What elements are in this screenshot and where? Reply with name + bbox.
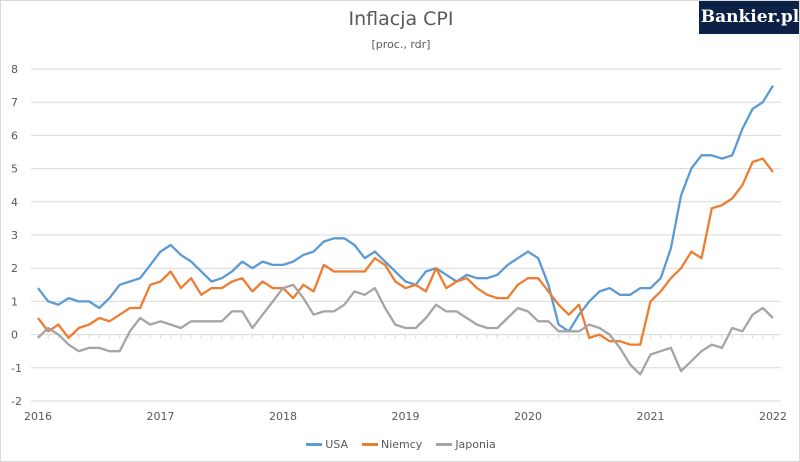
x-tick-label: 2016 <box>24 410 52 423</box>
series-line-japonia <box>37 283 774 376</box>
legend-swatch <box>306 443 323 446</box>
legend: USA Niemcy Japonia <box>1 438 799 451</box>
legend-label: USA <box>325 438 348 451</box>
y-tick-label: -1 <box>11 362 22 375</box>
y-tick-label: 8 <box>11 63 18 76</box>
legend-label: Niemcy <box>380 438 423 451</box>
x-tick-label: 2018 <box>269 410 297 423</box>
legend-swatch <box>361 443 378 446</box>
x-tick-label: 2020 <box>514 410 542 423</box>
y-tick-label: -2 <box>11 395 22 408</box>
y-tick-label: 7 <box>11 96 18 109</box>
legend-swatch <box>436 443 453 446</box>
y-tick-label: 2 <box>11 262 18 275</box>
series-line-niemcy <box>37 157 774 346</box>
x-tick-label: 2021 <box>637 410 665 423</box>
x-tick-label: 2019 <box>392 410 420 423</box>
chart-subtitle: [proc., rdr] <box>371 38 431 51</box>
chart-title: Inflacja CPI <box>348 8 454 30</box>
bankier-logo: Bankier.pl <box>699 1 799 34</box>
y-tick-label: 0 <box>11 329 18 342</box>
series-line-usa <box>37 84 774 333</box>
legend-item-japonia: Japonia <box>436 438 496 451</box>
y-tick-label: 5 <box>11 163 18 176</box>
y-tick-label: 1 <box>11 295 18 308</box>
y-tick-label: 3 <box>11 229 18 242</box>
y-tick-label: 4 <box>11 196 18 209</box>
y-tick-label: 6 <box>11 129 18 142</box>
legend-item-usa: USA <box>306 438 348 451</box>
x-tick-label: 2017 <box>147 410 175 423</box>
x-tick-label: 2022 <box>759 410 787 423</box>
legend-label: Japonia <box>455 438 496 451</box>
legend-item-niemcy: Niemcy <box>361 438 423 451</box>
